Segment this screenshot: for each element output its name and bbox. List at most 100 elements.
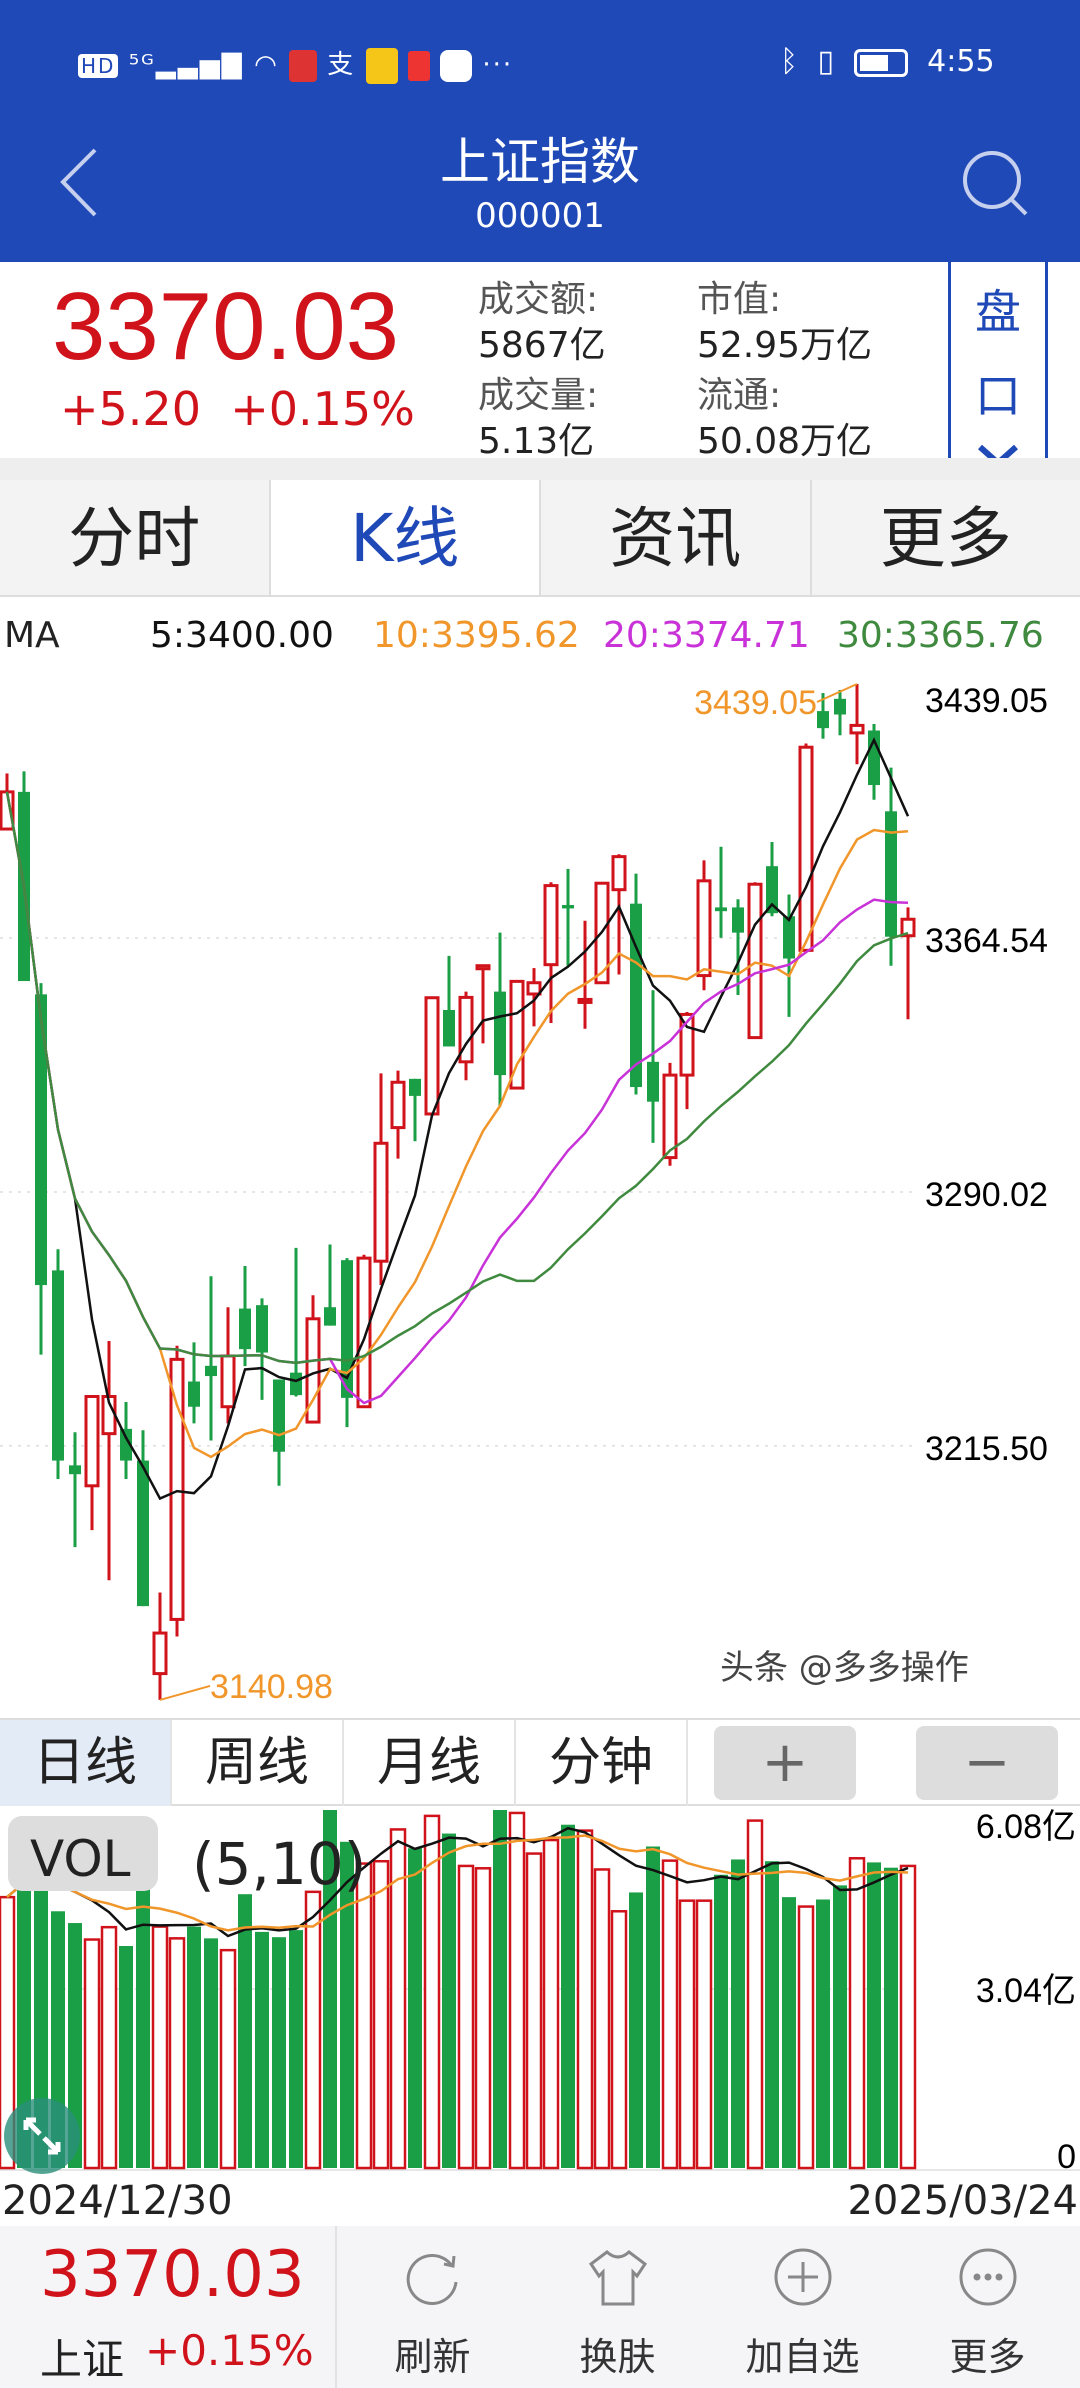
candle-body bbox=[766, 866, 778, 914]
end-date: 2025/03/24 bbox=[847, 2178, 1078, 2224]
red-envelope-icon bbox=[407, 50, 430, 81]
candle-body bbox=[715, 907, 727, 912]
volume-bar bbox=[304, 1890, 322, 2170]
volume-bar bbox=[219, 1948, 237, 2170]
volume-bar bbox=[17, 1868, 31, 2168]
volume-axis-label: 6.08亿 bbox=[976, 1808, 1076, 1846]
candle-body bbox=[290, 1372, 302, 1396]
pankou-button[interactable]: 盘 口 bbox=[948, 262, 1048, 468]
fullscreen-icon[interactable] bbox=[4, 2098, 80, 2174]
kline-chart[interactable]: 3439.05 3140.98 3439.05 3364.54 3290.02 … bbox=[0, 670, 1080, 1715]
candle-body bbox=[52, 1270, 64, 1461]
volume-bar bbox=[238, 1894, 252, 2168]
volume-bar bbox=[695, 1899, 713, 2170]
vibrate-icon: ▯ bbox=[817, 44, 835, 79]
candle-body bbox=[747, 882, 763, 1040]
period-tab-minute[interactable]: 分钟 bbox=[516, 1720, 688, 1806]
volume-bar bbox=[68, 1923, 82, 2168]
tab-fenshi[interactable]: 分时 bbox=[0, 480, 271, 595]
period-tab-monthly[interactable]: 月线 bbox=[344, 1720, 516, 1806]
volume-bar bbox=[899, 1864, 917, 2170]
hd-icon: HD bbox=[78, 54, 119, 78]
candle-body bbox=[662, 1073, 678, 1160]
period-tab-weekly[interactable]: 周线 bbox=[172, 1720, 344, 1806]
tab-news[interactable]: 资讯 bbox=[541, 480, 812, 595]
vol-params: (5,10) bbox=[192, 1830, 366, 1898]
vol-ma5-line bbox=[6, 1826, 909, 1938]
status-icons: HD ⁵ᴳ▂▃▅▇ ◠ 支 ··· bbox=[78, 44, 513, 84]
volume-bar bbox=[884, 1867, 898, 2168]
turnover-label: 成交额: bbox=[478, 279, 599, 320]
alipay-icon: 支 bbox=[327, 50, 356, 80]
volume-bar bbox=[372, 1859, 390, 2170]
refresh-button[interactable]: 刷新 bbox=[340, 2226, 525, 2388]
back-arrow-icon[interactable] bbox=[55, 145, 105, 220]
vol-label: VOL bbox=[30, 1830, 131, 1888]
volume-bar bbox=[389, 1828, 407, 2170]
volume-bar bbox=[593, 1868, 611, 2170]
volume-bar bbox=[542, 1838, 560, 2170]
volume-bar bbox=[867, 1862, 881, 2168]
ma5-value: 5:3400.00 bbox=[150, 615, 334, 656]
tab-more[interactable]: 更多 bbox=[811, 480, 1080, 595]
volume-bar bbox=[525, 1852, 543, 2170]
bottom-bar: 3370.03 上证 +0.15% 刷新 换肤 加自选 更多 bbox=[0, 2226, 1080, 2388]
date-range: 2024/12/30 2025/03/24 bbox=[0, 2178, 1080, 2226]
search-icon[interactable] bbox=[960, 148, 1032, 220]
candle-body bbox=[341, 1260, 353, 1398]
volume-bar bbox=[136, 1887, 150, 2168]
price-axis-label: 3290.02 bbox=[925, 1176, 1048, 1214]
add-watchlist-button[interactable]: 加自选 bbox=[710, 2226, 895, 2388]
period-tabs: 日线 周线 月线 分钟 + − bbox=[0, 1718, 1080, 1806]
bluetooth-icon: ᛒ bbox=[780, 44, 798, 79]
volume-bar bbox=[255, 1931, 269, 2168]
volume-bar bbox=[119, 1946, 133, 2168]
volume-bar bbox=[34, 1859, 48, 2168]
float-value: 50.08万亿 bbox=[697, 421, 873, 462]
candle-body bbox=[409, 1078, 421, 1096]
watermark: 头条 @多多操作 bbox=[720, 1648, 969, 1688]
add-watchlist-label: 加自选 bbox=[745, 2335, 860, 2379]
candle-body bbox=[494, 991, 506, 1076]
zoom-in-button[interactable]: + bbox=[714, 1726, 856, 1800]
ma30-value: 30:3365.76 bbox=[837, 615, 1044, 656]
volume-bar bbox=[355, 1862, 373, 2170]
skin-button[interactable]: 换肤 bbox=[525, 2226, 710, 2388]
ma5-line bbox=[5, 737, 910, 1501]
volume-axis-label: 0 bbox=[1057, 2138, 1076, 2176]
mktcap-value: 52.95万亿 bbox=[697, 325, 873, 366]
candle-body bbox=[679, 1012, 695, 1077]
volume-bar bbox=[816, 1899, 830, 2168]
volume-bar bbox=[151, 1925, 169, 2170]
status-right: ᛒ ▯ 4:55 bbox=[780, 44, 995, 79]
candle-body bbox=[543, 884, 559, 967]
volume-bar bbox=[848, 1857, 866, 2170]
more-label: 更多 bbox=[949, 2335, 1026, 2379]
candle-body bbox=[885, 811, 897, 937]
price-axis-label: 3215.50 bbox=[925, 1430, 1048, 1468]
volume-bar bbox=[797, 1905, 815, 2170]
more-circle-icon bbox=[959, 2248, 1017, 2306]
more-button[interactable]: 更多 bbox=[895, 2226, 1080, 2388]
candle-body bbox=[817, 711, 829, 729]
shirt-icon bbox=[588, 2250, 648, 2306]
candle-body bbox=[137, 1460, 149, 1607]
candle-body bbox=[84, 1395, 100, 1488]
bottom-price: 3370.03 bbox=[40, 2238, 305, 2312]
period-tab-daily[interactable]: 日线 bbox=[0, 1720, 172, 1806]
candle-body bbox=[324, 1307, 336, 1326]
candle-body bbox=[443, 1010, 455, 1047]
low-annotation-line bbox=[159, 1684, 211, 1701]
ma20-value: 20:3374.71 bbox=[603, 615, 810, 656]
volume-axis-label: 3.04亿 bbox=[976, 1972, 1076, 2010]
candle-body bbox=[798, 745, 814, 952]
candle-body bbox=[732, 907, 744, 933]
volume-bar bbox=[678, 1899, 696, 2170]
zoom-out-button[interactable]: − bbox=[916, 1726, 1058, 1800]
add-circle-icon bbox=[774, 2248, 832, 2306]
price-change: +5.20 +0.15% bbox=[60, 382, 415, 436]
tab-kline[interactable]: K线 bbox=[270, 480, 541, 595]
volume-bar bbox=[83, 1938, 101, 2170]
volume-bar bbox=[100, 1925, 118, 2170]
5g-signal-icon: ⁵ᴳ▂▃▅▇ bbox=[128, 50, 244, 80]
